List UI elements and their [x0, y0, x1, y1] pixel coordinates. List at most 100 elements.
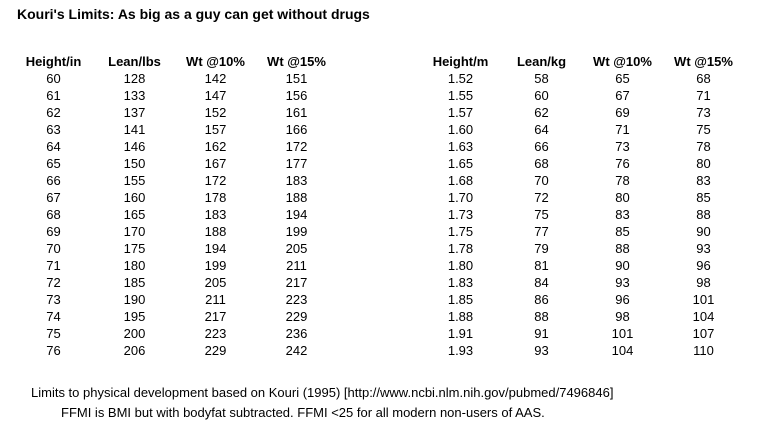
table-cell: 152	[204, 105, 227, 120]
table-row: 1.83 84 93 98	[420, 274, 744, 291]
table-cell: 199	[285, 224, 308, 239]
table-row: 62 137 152 161	[13, 104, 337, 121]
table-cell: 151	[285, 71, 308, 86]
table-cell: 83	[696, 173, 711, 188]
table-cell: 62	[534, 105, 549, 120]
table-row: 61 133 147 156	[13, 87, 337, 104]
column-header: Lean/kg	[516, 54, 567, 69]
table-row: 1.85 86 96 101	[420, 291, 744, 308]
table-cell: 69	[615, 105, 630, 120]
table-cell: 75	[46, 326, 61, 341]
table-cell: 93	[696, 241, 711, 256]
table-row: 74 195 217 229	[13, 308, 337, 325]
table-cell: 71	[46, 258, 61, 273]
table-cell: 67	[46, 190, 61, 205]
table-cell: 61	[46, 88, 61, 103]
metric-units-table: Height/m Lean/kg Wt @10% Wt @15% 1.52 58 65 68 1…	[420, 53, 744, 359]
column-header: Lean/lbs	[108, 54, 161, 69]
table-cell: 63	[46, 122, 61, 137]
table-cell: 88	[615, 241, 630, 256]
table-cell: 205	[285, 241, 308, 256]
table-cell: 1.60	[447, 122, 474, 137]
table-cell: 1.70	[447, 190, 474, 205]
table-cell: 1.85	[447, 292, 474, 307]
table-cell: 162	[204, 139, 227, 154]
table-cell: 104	[692, 309, 715, 324]
table-cell: 68	[46, 207, 61, 222]
table-row: 1.60 64 71 75	[420, 121, 744, 138]
table-cell: 1.63	[447, 139, 474, 154]
table-cell: 71	[696, 88, 711, 103]
table-cell: 66	[534, 139, 549, 154]
table-cell: 64	[46, 139, 61, 154]
table-cell: 156	[285, 88, 308, 103]
table-cell: 183	[204, 207, 227, 222]
table-cell: 1.75	[447, 224, 474, 239]
table-cell: 180	[123, 258, 146, 273]
table-cell: 147	[204, 88, 227, 103]
table-cell: 72	[534, 190, 549, 205]
table-cell: 77	[534, 224, 549, 239]
table-cell: 78	[615, 173, 630, 188]
table-row: 68 165 183 194	[13, 206, 337, 223]
table-cell: 90	[696, 224, 711, 239]
table-cell: 155	[123, 173, 146, 188]
table-row: 1.63 66 73 78	[420, 138, 744, 155]
table-cell: 160	[123, 190, 146, 205]
table-cell: 142	[204, 71, 227, 86]
table-cell: 71	[615, 122, 630, 137]
table-cell: 206	[123, 343, 146, 358]
column-header: Height/in	[25, 54, 82, 69]
table-cell: 81	[534, 258, 549, 273]
table-cell: 194	[204, 241, 227, 256]
table-cell: 68	[696, 71, 711, 86]
table-cell: 141	[123, 122, 146, 137]
table-cell: 1.80	[447, 258, 474, 273]
table-cell: 137	[123, 105, 146, 120]
table-cell: 70	[534, 173, 549, 188]
table-cell: 73	[696, 105, 711, 120]
table-cell: 65	[46, 156, 61, 171]
table-cell: 104	[611, 343, 634, 358]
column-header: Wt @10%	[593, 54, 652, 69]
table-cell: 211	[286, 258, 307, 273]
footnote-source: Limits to physical development based on …	[31, 385, 614, 400]
table-cell: 1.68	[447, 173, 474, 188]
table-row: 1.57 62 69 73	[420, 104, 744, 121]
column-header: Wt @15%	[674, 54, 733, 69]
table-cell: 1.52	[447, 71, 474, 86]
table-cell: 1.55	[447, 88, 474, 103]
table-row: 1.65 68 76 80	[420, 155, 744, 172]
table-row: 63 141 157 166	[13, 121, 337, 138]
table-cell: 96	[696, 258, 711, 273]
table-cell: 185	[123, 275, 146, 290]
table-cell: 110	[693, 343, 714, 358]
table-cell: 172	[204, 173, 227, 188]
column-header: Wt @15%	[267, 54, 326, 69]
table-cell: 73	[615, 139, 630, 154]
table-cell: 80	[696, 156, 711, 171]
table-cell: 190	[123, 292, 146, 307]
table-cell: 1.73	[447, 207, 474, 222]
table-row: 73 190 211 223	[13, 291, 337, 308]
table-cell: 183	[285, 173, 308, 188]
table-cell: 85	[696, 190, 711, 205]
table-cell: 194	[285, 207, 308, 222]
table-cell: 167	[204, 156, 227, 171]
table-cell: 64	[534, 122, 549, 137]
table-cell: 67	[615, 88, 630, 103]
table-cell: 229	[285, 309, 308, 324]
table-row: 65 150 167 177	[13, 155, 337, 172]
table-row: 1.88 88 98 104	[420, 308, 744, 325]
table-cell: 223	[204, 326, 227, 341]
table-cell: 177	[285, 156, 308, 171]
table-row: 1.70 72 80 85	[420, 189, 744, 206]
table-cell: 60	[534, 88, 549, 103]
table-row: 71 180 199 211	[13, 257, 337, 274]
table-cell: 98	[615, 309, 630, 324]
table-cell: 178	[204, 190, 227, 205]
table-cell: 242	[285, 343, 308, 358]
table-cell: 76	[46, 343, 61, 358]
table-row: 64 146 162 172	[13, 138, 337, 155]
